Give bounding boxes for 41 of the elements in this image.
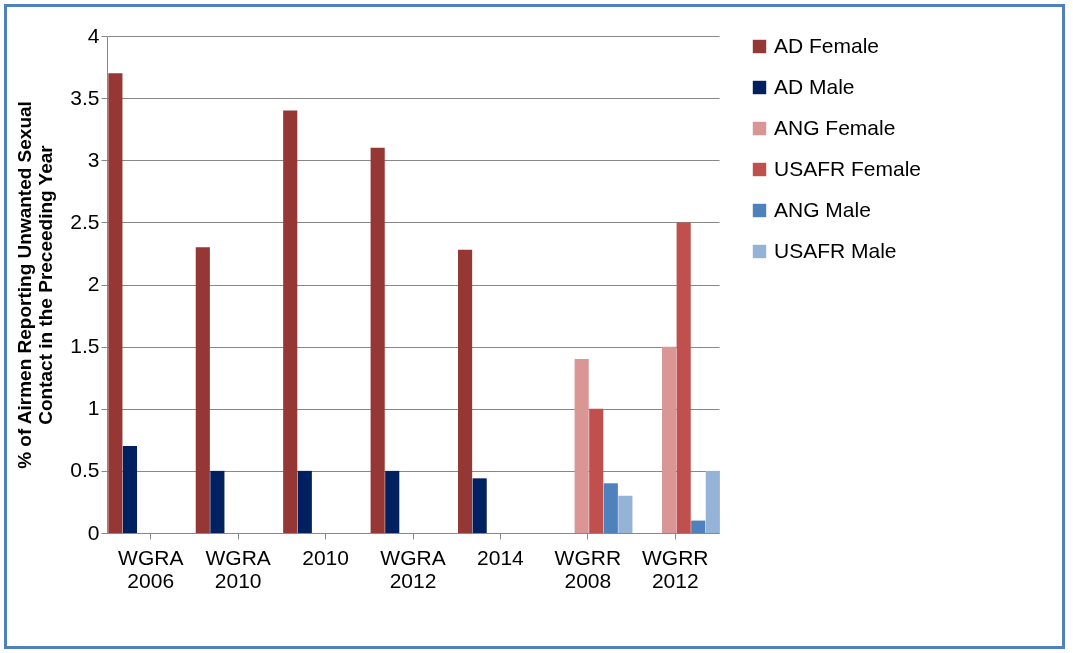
bar bbox=[108, 73, 123, 533]
legend-label: AD Male bbox=[774, 74, 855, 98]
legend-label: USAFR Female bbox=[774, 156, 922, 180]
x-tick-label: 2014 bbox=[477, 545, 525, 569]
y-tick-label: 4 bbox=[87, 23, 100, 47]
x-tick-label: WGRA 2006 bbox=[118, 545, 184, 592]
legend-label: ANG Male bbox=[774, 197, 871, 221]
bar bbox=[122, 446, 138, 533]
y-tick-label: 0 bbox=[87, 520, 100, 544]
bar bbox=[589, 408, 604, 533]
y-tick-label: 3 bbox=[87, 147, 100, 171]
y-tick-label: 2 bbox=[87, 272, 100, 295]
bar bbox=[210, 470, 225, 533]
bar bbox=[385, 470, 400, 533]
x-tick-label: 2010 bbox=[302, 545, 349, 569]
legend-label: AD Female bbox=[774, 33, 880, 57]
bar bbox=[283, 110, 298, 533]
bar bbox=[370, 147, 385, 533]
bar bbox=[618, 495, 633, 533]
y-tick-label: 3.5 bbox=[70, 85, 100, 109]
y-tick-label: 2.5 bbox=[70, 209, 100, 233]
x-tick-label: WGRR 2012 bbox=[642, 545, 709, 592]
y-tick-label: 1 bbox=[87, 396, 100, 420]
bar bbox=[676, 222, 691, 533]
bar bbox=[603, 483, 618, 533]
legend-label: ANG Female bbox=[774, 115, 896, 139]
bar bbox=[458, 249, 473, 533]
bar bbox=[691, 520, 706, 533]
legend-label: USAFR Male bbox=[774, 238, 897, 262]
bar bbox=[195, 247, 210, 533]
bar bbox=[297, 470, 312, 533]
bar bbox=[574, 359, 589, 533]
y-tick-label: 1.5 bbox=[70, 334, 100, 358]
bar bbox=[472, 478, 487, 533]
x-tick-label: WGRA 2010 bbox=[205, 545, 271, 592]
y-tick-label: 0.5 bbox=[70, 458, 100, 482]
bar bbox=[662, 346, 677, 533]
bar bbox=[705, 470, 720, 533]
y-axis-title: % of Airmen Reporting Unwanted Sexual Contact in the Preceeding Year bbox=[14, 101, 57, 469]
x-tick-label: WGRR 2008 bbox=[554, 545, 622, 592]
x-tick-label: WGRA 2012 bbox=[380, 545, 446, 592]
